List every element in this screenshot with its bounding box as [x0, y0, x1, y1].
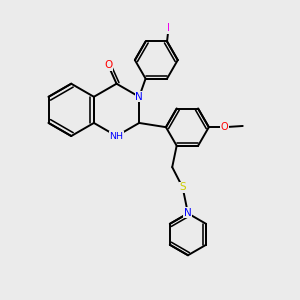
Text: NH: NH	[110, 131, 124, 140]
Text: S: S	[179, 182, 186, 192]
Text: O: O	[220, 122, 228, 132]
Text: N: N	[135, 92, 143, 102]
Text: I: I	[167, 23, 170, 33]
Text: O: O	[104, 60, 112, 70]
Text: N: N	[184, 208, 192, 218]
